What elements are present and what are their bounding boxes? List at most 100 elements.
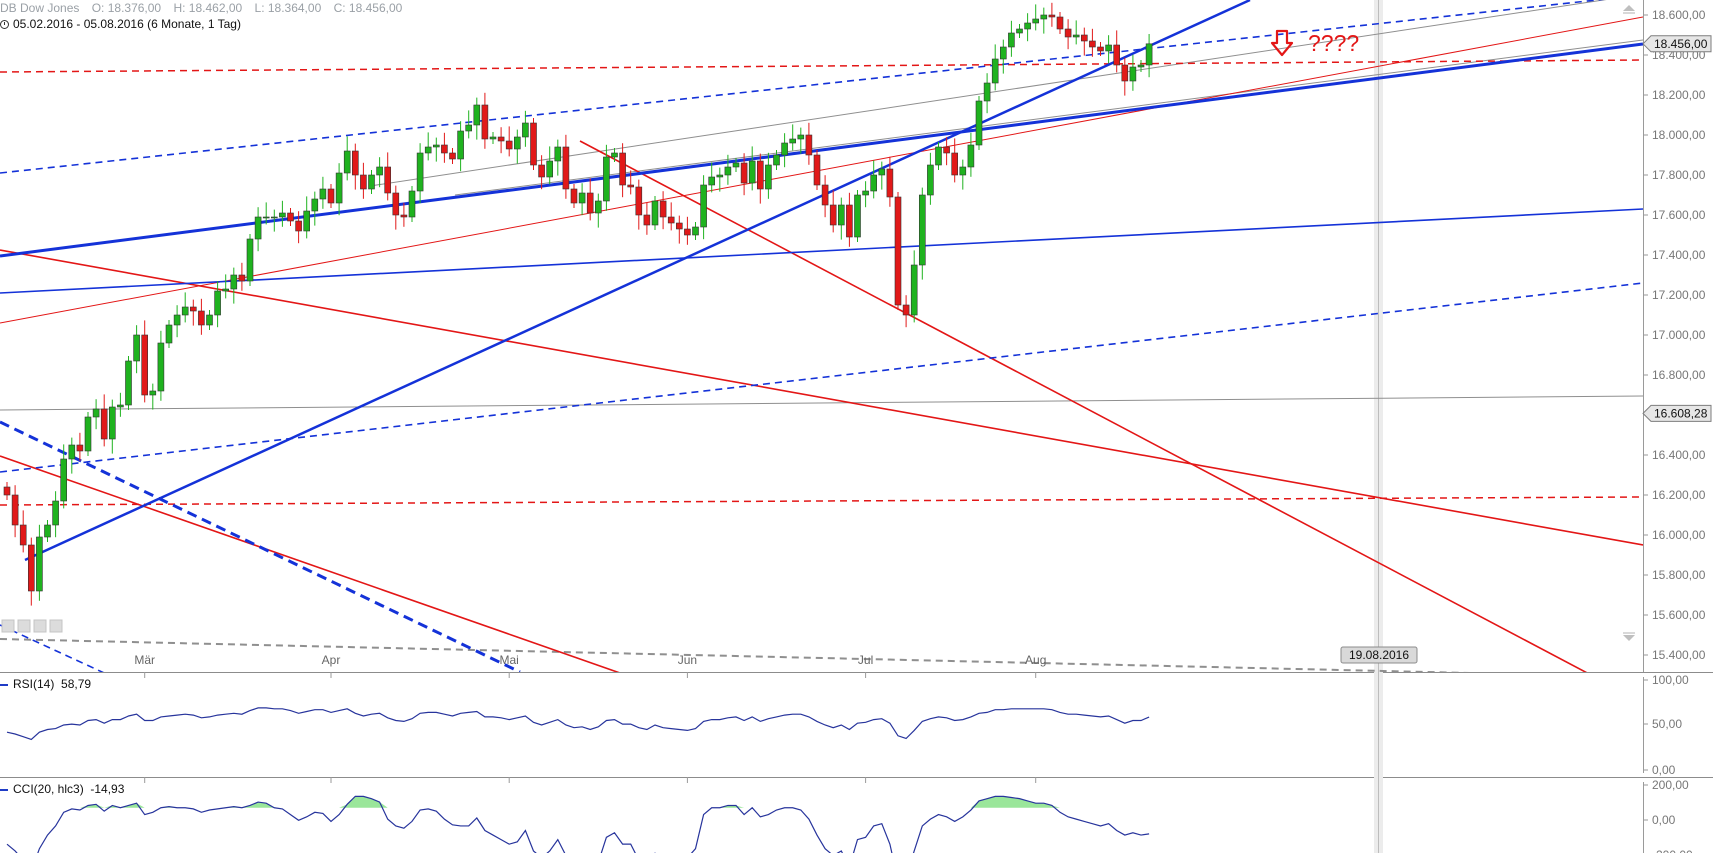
cci-legend-swatch [0,788,8,791]
candle-body [36,536,43,592]
candle-body [295,220,302,232]
candle-body [165,324,173,344]
candle-body [351,150,359,176]
candle-body [141,334,148,396]
candle-body [230,274,238,290]
scroll-down-icon[interactable] [1623,632,1635,641]
candle-body [627,184,635,188]
candle-body [190,306,197,312]
candle-body [432,144,440,148]
candle-body [505,140,513,150]
candle-body [619,152,626,186]
y-tick-label: 15.800,00 [1652,568,1706,582]
period-text: 05.02.2016 - 05.08.2016 (6 Monate, 1 Tag… [13,17,241,31]
candle-body [813,154,821,186]
close-value: C: 18.456,00 [333,1,403,15]
candle-body [376,166,383,176]
candle-body [497,136,505,142]
candle-body [1032,18,1039,24]
candle-body [805,134,813,156]
future-date-label: 19.08.2016 [1349,648,1409,662]
candle-body [238,274,246,282]
candle-body [214,290,221,316]
candle-body [246,238,254,282]
candle-body [513,136,521,150]
x-tick-label: Jun [678,653,697,667]
candle-body [603,156,610,202]
rsi-legend-swatch [0,683,8,686]
candle-body [1040,14,1048,20]
candle-body [846,204,853,238]
candle-body [959,166,967,176]
candle-body [878,168,886,176]
rsi-current-value: 58,79 [61,677,92,691]
candle-body [935,146,942,166]
indicator-tick-label: 200,00 [1652,778,1689,792]
y-tick-label: 16.400,00 [1652,448,1706,462]
candle-body [1064,28,1072,38]
candle-body [76,444,84,452]
candle-body [1113,44,1120,66]
candle-body [724,166,732,176]
candle-body [68,444,76,460]
candle-body [1008,32,1015,48]
candle-body [1072,34,1080,38]
candle-body [449,152,456,160]
scroll-up-icon[interactable] [1623,5,1635,14]
candle-body [173,314,181,326]
candle-body [27,544,35,592]
x-tick-label: Mai [500,653,519,667]
candle-body [1089,40,1096,48]
candlestick-series [3,2,1153,606]
date-axis: Mär Apr Mai Jun Jul Aug [134,653,1046,783]
y-tick-label: 17.600,00 [1652,208,1706,222]
candle-body [303,210,311,232]
y-tick-label: 17.200,00 [1652,288,1706,302]
candle-body [1024,22,1031,30]
ohlc-header: DB Dow Jones O: 18.376,00 H: 18.462,00 L… [0,1,411,15]
candle-body [684,228,691,236]
candle-body [400,214,408,218]
candle-body [789,138,797,144]
candle-body [530,122,537,166]
candle-body [1097,46,1104,52]
indicator-tick-label: 0,00 [1652,763,1676,777]
candle-body [927,164,934,196]
price-tag-label: 18.456,00 [1654,37,1708,51]
toolbar-icons[interactable] [1,619,63,633]
instrument-title: DB Dow Jones [0,1,80,15]
y-tick-label: 15.400,00 [1652,648,1706,662]
candle-body [181,306,189,316]
candle-body [635,186,643,216]
candle-body [360,174,367,190]
candle-body [651,200,659,226]
candle-body [570,188,578,204]
candle-body [773,154,780,166]
candle-body [92,408,100,418]
y-tick-label: 16.800,00 [1652,368,1706,382]
annotation-group: ???? 19.08.2016 [1,5,1635,664]
candle-body [716,174,724,178]
y-tick-label: 15.600,00 [1652,608,1706,622]
candle-body [60,458,68,502]
candle-body [756,160,764,190]
y-tick-label: 18.000,00 [1652,128,1706,142]
overbought-fill [7,796,1150,808]
candle-body [481,104,489,140]
candle-body [441,144,448,154]
candle-body [918,194,926,266]
y-tick-label: 16.200,00 [1652,488,1706,502]
candle-body [84,416,92,452]
future-date-label-box [1340,646,1418,664]
candle-body [870,174,878,192]
candle-body [149,390,157,396]
candle-body [424,146,432,154]
candle-body [999,46,1007,60]
candle-body [781,142,788,156]
candle-body [279,212,286,218]
candle-body [586,192,594,214]
candle-body [975,100,983,146]
candle-body [473,104,481,126]
candle-body [1016,28,1023,34]
